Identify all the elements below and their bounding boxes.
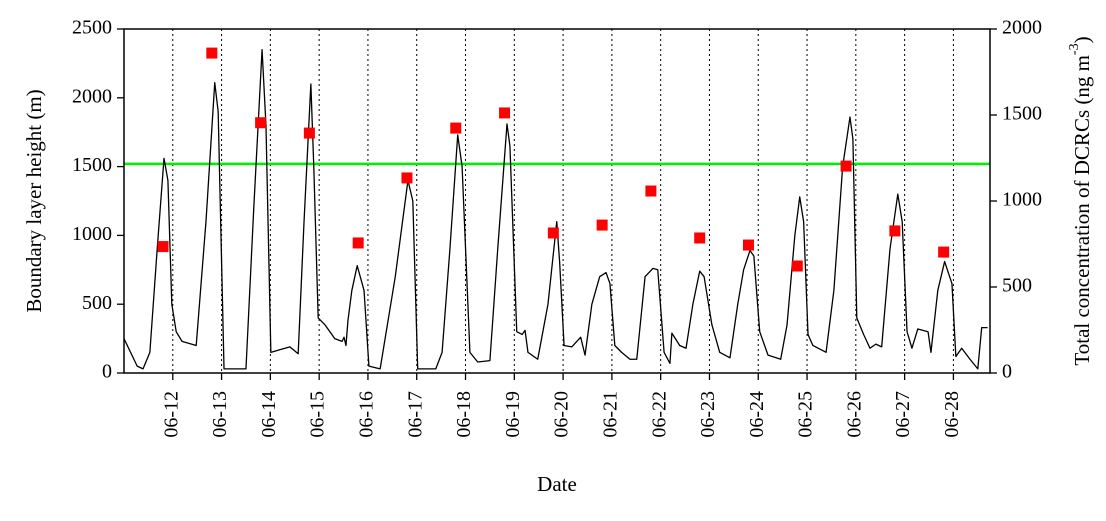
data-point	[889, 225, 901, 237]
data-point	[255, 117, 267, 129]
y2-tick-label: 2000	[1002, 17, 1042, 39]
y2-tick-label: 1000	[1002, 189, 1042, 211]
data-point	[401, 172, 413, 184]
data-point	[938, 246, 950, 258]
x-tick-label: 06-16	[356, 391, 378, 438]
data-point	[206, 47, 218, 59]
y-tick-label: 0	[102, 361, 112, 383]
x-axis-title: Date	[537, 472, 577, 496]
data-point	[645, 185, 657, 197]
data-point	[157, 241, 169, 253]
y2-axis-title: Total concentration of DCRCs (ng m-3)	[1067, 36, 1094, 365]
y2-tick-label: 0	[1002, 361, 1012, 383]
data-point	[450, 122, 462, 134]
y2-title-main: Total concentration of DCRCs (ng m	[1070, 55, 1094, 366]
x-tick-label: 06-19	[502, 391, 524, 438]
x-tick-label: 06-27	[892, 391, 914, 438]
y-tick-label: 1500	[72, 154, 112, 176]
x-tick-label: 06-13	[209, 391, 231, 438]
data-point	[742, 239, 754, 251]
y2-tick-label: 1500	[1002, 103, 1042, 125]
y-tick-label: 2500	[72, 17, 112, 39]
y2-title-sup: -3	[1067, 43, 1082, 55]
data-point	[352, 237, 364, 249]
x-tick-label: 06-21	[599, 391, 621, 438]
x-tick-label: 06-12	[160, 391, 182, 438]
x-tick-label: 06-14	[258, 391, 280, 438]
data-point	[694, 232, 706, 244]
x-tick-label: 06-22	[648, 391, 670, 438]
data-point	[840, 160, 852, 172]
data-point	[303, 127, 315, 139]
x-tick-label: 06-28	[941, 391, 963, 438]
y2-tick-label: 500	[1002, 275, 1032, 297]
y-tick-label: 2000	[72, 85, 112, 107]
data-point	[596, 219, 608, 231]
data-point	[791, 260, 803, 272]
y-tick-label: 500	[82, 292, 112, 314]
plot-frame	[123, 28, 991, 374]
data-point	[547, 227, 559, 239]
x-tick-label: 06-26	[843, 391, 865, 438]
x-tick-label: 06-24	[746, 391, 768, 438]
y2-title-end: )	[1070, 36, 1094, 43]
x-tick-label: 06-20	[551, 391, 573, 438]
data-line	[123, 48, 988, 370]
x-tick-label: 06-18	[453, 391, 475, 438]
x-tick-label: 06-15	[307, 391, 329, 438]
data-point	[499, 107, 511, 119]
x-tick-label: 06-17	[404, 391, 426, 438]
x-tick-label: 06-25	[795, 391, 817, 438]
x-tick-label: 06-23	[697, 391, 719, 438]
y-axis-title: Boundary layer height (m)	[22, 89, 46, 312]
y-tick-label: 1000	[72, 223, 112, 245]
